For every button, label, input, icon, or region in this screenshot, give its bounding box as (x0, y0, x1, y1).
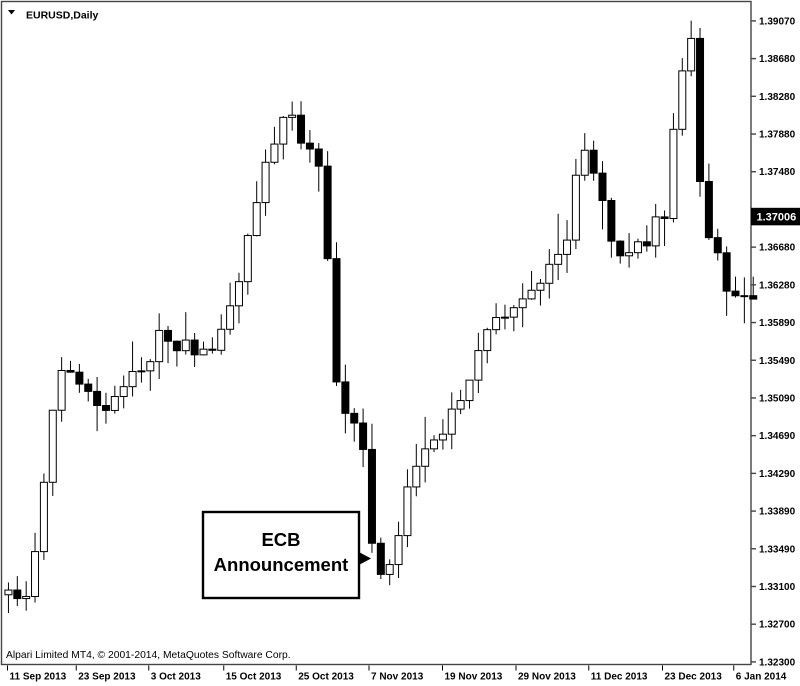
svg-text:1.38680: 1.38680 (759, 54, 796, 65)
svg-text:1.33890: 1.33890 (759, 507, 796, 518)
svg-text:15 Oct 2013: 15 Oct 2013 (226, 672, 282, 683)
svg-text:7 Nov 2013: 7 Nov 2013 (371, 672, 424, 683)
svg-text:1.39070: 1.39070 (759, 16, 796, 27)
svg-text:3 Oct 2013: 3 Oct 2013 (151, 672, 201, 683)
svg-text:1.32300: 1.32300 (759, 657, 796, 668)
svg-text:Alpari Limited MT4, © 2001-201: Alpari Limited MT4, © 2001-2014, MetaQuo… (6, 650, 291, 661)
svg-text:Announcement: Announcement (214, 554, 349, 575)
svg-text:1.35890: 1.35890 (759, 318, 796, 329)
svg-text:1.37480: 1.37480 (759, 167, 796, 178)
svg-text:1.33490: 1.33490 (759, 544, 796, 555)
svg-text:1.33100: 1.33100 (759, 582, 796, 593)
svg-text:6 Jan 2014: 6 Jan 2014 (736, 672, 787, 683)
svg-text:1.34290: 1.34290 (759, 469, 796, 480)
svg-text:1.38280: 1.38280 (759, 92, 796, 103)
svg-text:19 Nov 2013: 19 Nov 2013 (445, 672, 503, 683)
svg-text:1.32700: 1.32700 (759, 620, 796, 631)
svg-text:1.35490: 1.35490 (759, 356, 796, 367)
svg-text:23 Dec 2013: 23 Dec 2013 (665, 672, 723, 683)
svg-text:1.37880: 1.37880 (759, 130, 796, 141)
svg-text:25 Oct 2013: 25 Oct 2013 (298, 672, 354, 683)
svg-text:EURUSD,Daily: EURUSD,Daily (26, 10, 99, 22)
svg-text:ECB: ECB (261, 529, 300, 550)
svg-text:11 Sep 2013: 11 Sep 2013 (10, 672, 67, 683)
svg-text:1.34690: 1.34690 (759, 431, 796, 442)
svg-text:1.36280: 1.36280 (759, 280, 796, 291)
svg-text:23 Sep 2013: 23 Sep 2013 (78, 672, 136, 683)
svg-text:11 Dec 2013: 11 Dec 2013 (591, 672, 648, 683)
svg-text:1.35090: 1.35090 (759, 393, 796, 404)
svg-text:1.37006: 1.37006 (757, 211, 797, 223)
svg-text:29 Nov 2013: 29 Nov 2013 (518, 672, 576, 683)
svg-text:1.36680: 1.36680 (759, 243, 796, 254)
